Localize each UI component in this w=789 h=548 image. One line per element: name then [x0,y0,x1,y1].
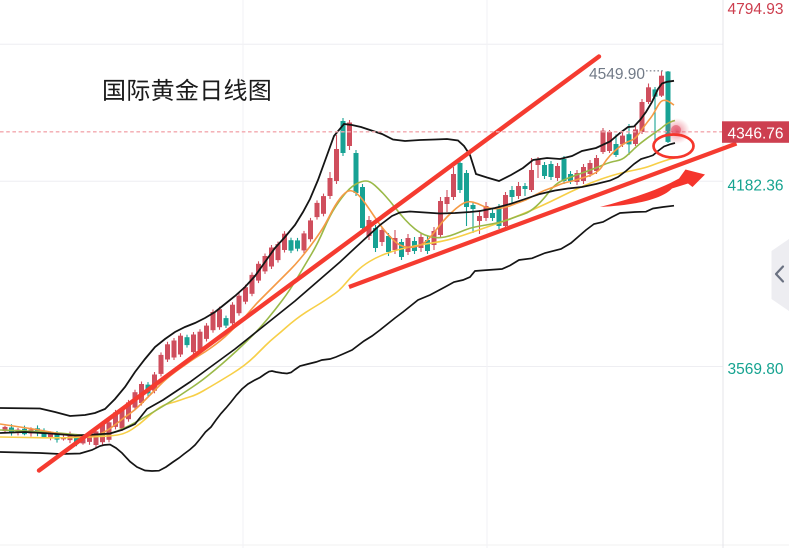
svg-text:4346.76: 4346.76 [728,125,784,142]
svg-text:4794.93: 4794.93 [728,1,784,18]
svg-text:4549.90: 4549.90 [589,66,645,83]
svg-text:4182.36: 4182.36 [728,178,784,195]
svg-text:3569.80: 3569.80 [728,361,784,378]
